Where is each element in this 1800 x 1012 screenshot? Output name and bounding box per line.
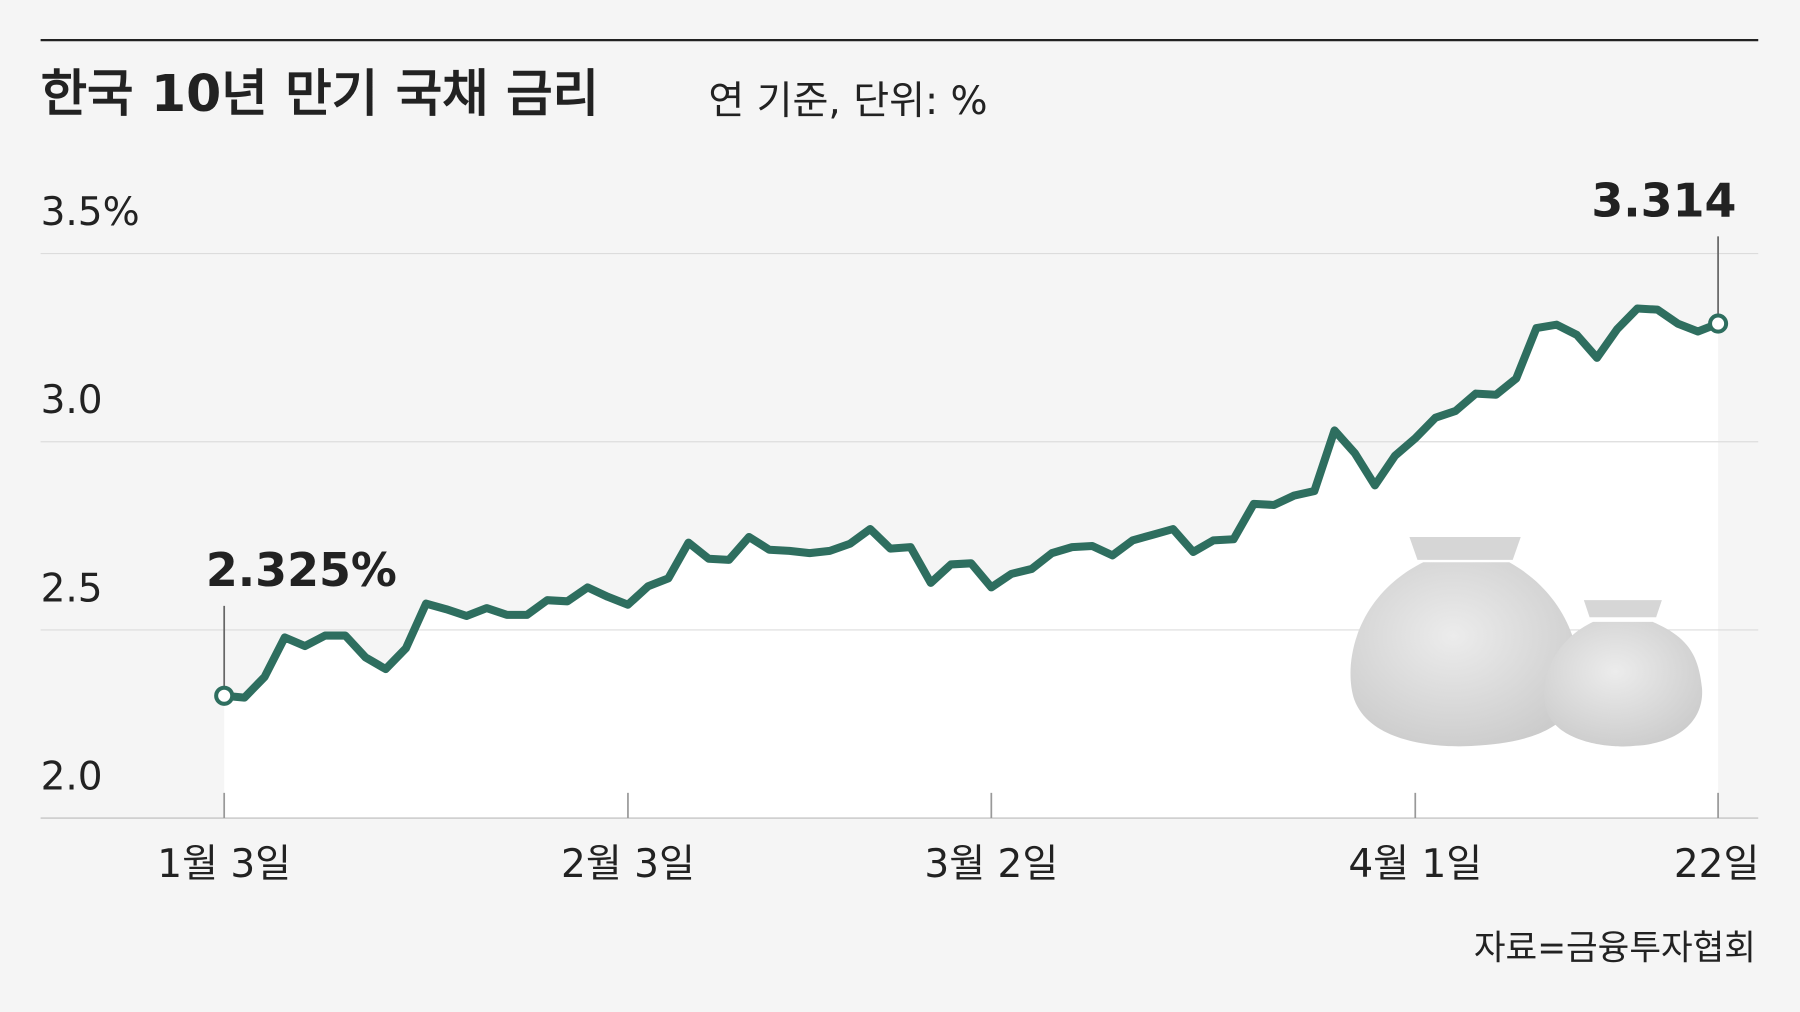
line [220,304,1723,702]
x-tick-label: 4월 1일 [1348,842,1482,887]
end-marker [214,685,235,706]
x-tick-label: 2월 3일 [561,842,695,887]
y-tick-label: 2.5 [41,566,103,611]
y-tick-label: 3.5% [41,190,140,235]
value-label: 2.325% [206,543,397,597]
chart-title: 한국 10년 만기 국채 금리 [41,64,599,123]
chart-subtitle: 연 기준, 단위: % [708,79,987,124]
plot: 2.0 2.5 3.0 3.5% 1월 3일 2월 3일 3월 2일 4월 1일 22일 2.32… [40,174,1760,887]
pouch-illustration [1350,536,1703,747]
x-tick-label: 3월 2일 [924,842,1058,887]
source: 자료=금융투자협회 [1474,929,1756,969]
x-tick-label: 1월 3일 [157,842,291,887]
y-tick-label: 3.0 [41,378,103,423]
x-tick-label: 22일 [1674,842,1760,887]
end-marker [1708,313,1729,334]
y-tick-label: 2.0 [41,755,103,800]
value-label: 3.314 [1591,174,1736,228]
